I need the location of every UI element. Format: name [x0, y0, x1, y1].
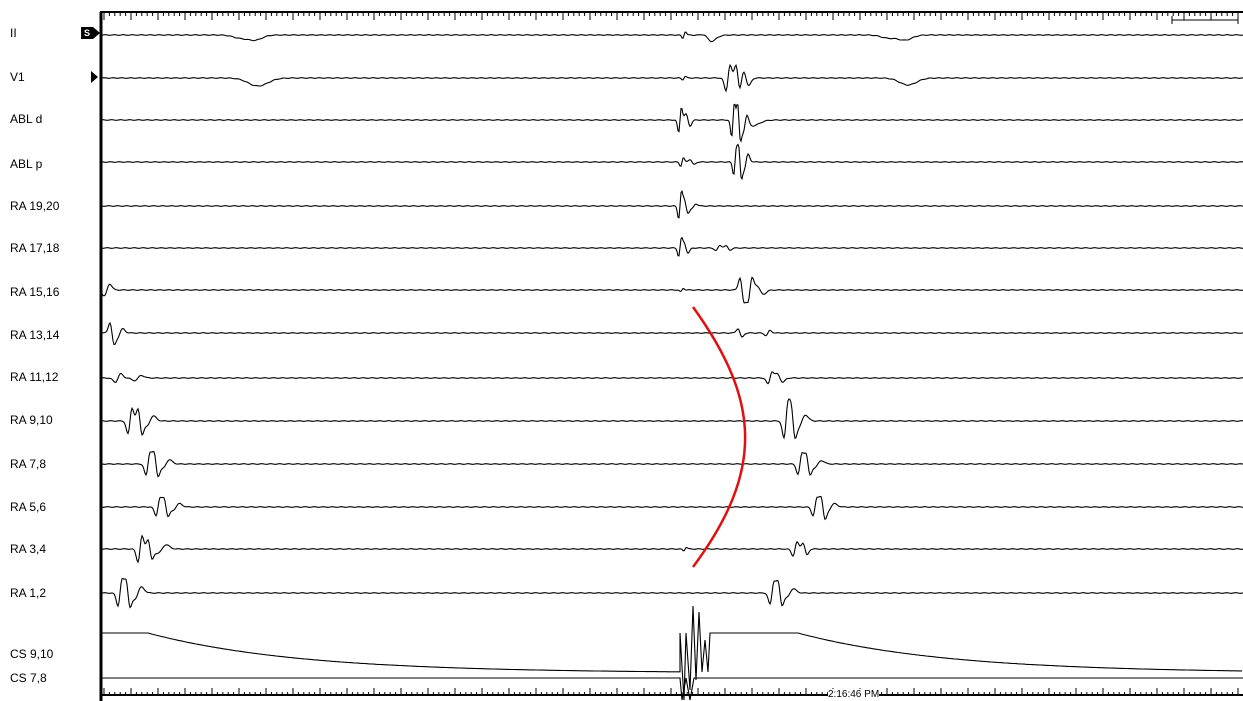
channel-label[interactable]: RA 15,16: [10, 285, 60, 299]
channel-label[interactable]: RA 19,20: [10, 199, 60, 213]
time-cursor-label: 2:16:46 PM: [828, 689, 880, 701]
channel-v1-pointer-icon[interactable]: [91, 71, 98, 83]
channel-ii-pointer-icon[interactable]: [93, 27, 100, 39]
channel-label[interactable]: CS 7,8: [10, 671, 47, 685]
channel-label[interactable]: ABL d: [10, 112, 43, 126]
channel-label[interactable]: RA 5,6: [10, 500, 47, 514]
channel-trace: [101, 371, 1243, 385]
channel-labels: II V1 ABL d ABL p RA 19,20 RA 17,18 RA 15,16 RA…: [0, 0, 100, 701]
channel-trace: [101, 63, 1243, 93]
channel-label[interactable]: II: [10, 26, 17, 40]
channel-trace: [101, 450, 1243, 478]
channel-label[interactable]: RA 7,8: [10, 457, 47, 471]
top-time-ticks: [103, 12, 1239, 20]
channel-trace: [101, 495, 1243, 521]
activation-sequence-curve: [691, 306, 747, 568]
bottom-time-ticks: [103, 688, 1239, 695]
channel-trace: [101, 578, 1243, 609]
channel-label[interactable]: RA 1,2: [10, 586, 47, 600]
channel-trace: [101, 31, 1243, 43]
channel-trace: [101, 321, 1243, 346]
channel-label[interactable]: RA 11,12: [10, 370, 59, 384]
channel-traces: [101, 31, 1243, 701]
channel-label[interactable]: RA 17,18: [10, 241, 60, 255]
channel-trace: [102, 236, 1243, 257]
channel-label[interactable]: RA 9,10: [10, 413, 53, 427]
channel-label[interactable]: RA 3,4: [10, 542, 47, 556]
channel-trace: [101, 398, 1243, 440]
channel-trace: [101, 189, 1243, 219]
channel-trace-cs-7-8: [102, 677, 1243, 701]
channel-trace: [101, 143, 1243, 181]
channel-trace: [102, 103, 1243, 143]
channel-trace-cs-9-10: [102, 605, 1242, 701]
channel-label[interactable]: ABL p: [10, 157, 43, 171]
channel-label[interactable]: CS 9,10: [10, 647, 54, 661]
channel-label[interactable]: V1: [10, 70, 25, 84]
selected-channel-marker[interactable]: S: [81, 27, 93, 39]
calibration-bar: [1171, 16, 1239, 24]
channel-trace: [101, 276, 1243, 304]
channel-label[interactable]: RA 13,14: [10, 328, 60, 342]
channel-trace: [101, 534, 1243, 564]
